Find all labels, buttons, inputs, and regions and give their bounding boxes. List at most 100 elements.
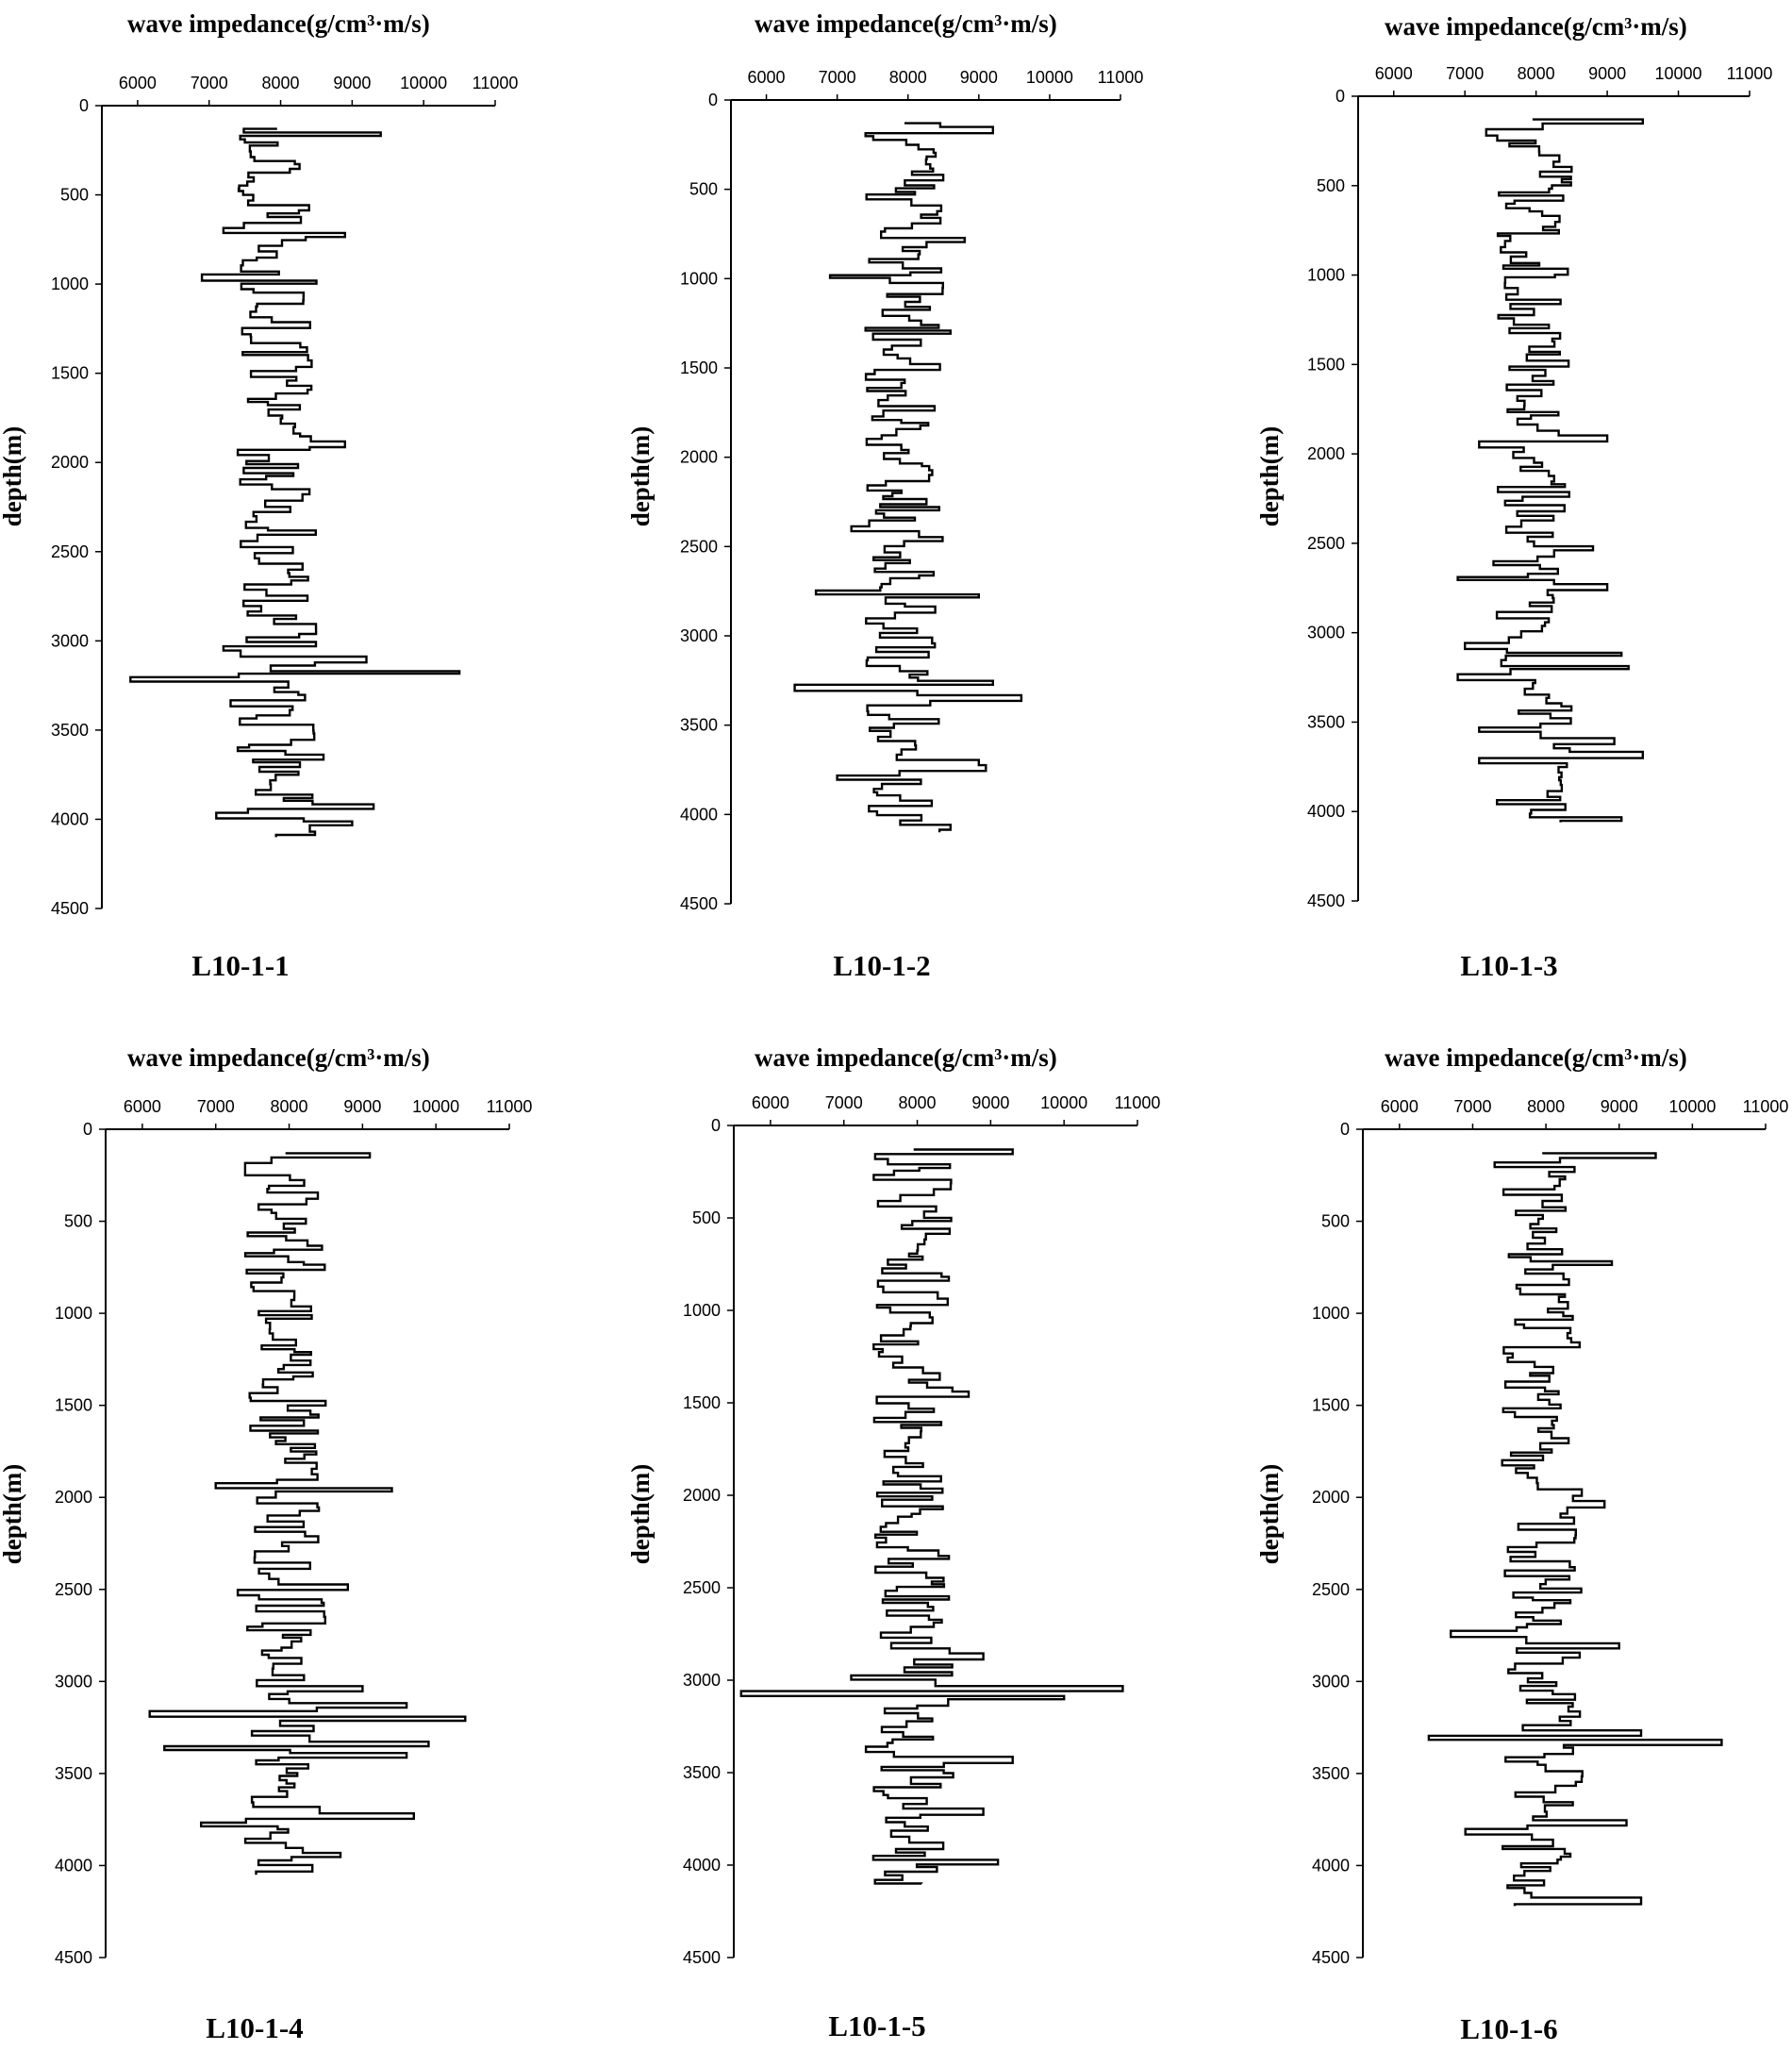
y-tick-label: 4500 bbox=[680, 894, 718, 913]
y-tick-label: 1000 bbox=[1312, 1304, 1350, 1323]
chart-panel-2: wave impedance(g/cm³·m/s) 6000 7000 8000 900… bbox=[626, 9, 1143, 982]
y-tick-label: 2500 bbox=[1312, 1580, 1350, 1599]
x-tick-label: 8000 bbox=[271, 1097, 308, 1116]
x-tick-label: 7000 bbox=[191, 74, 228, 92]
chart-panel-1: wave impedance(g/cm³·m/s) 6000 7000 8000 900… bbox=[0, 9, 518, 982]
y-tick-label: 4000 bbox=[680, 805, 718, 824]
y-axis-label: depth(m) bbox=[626, 1464, 655, 1565]
x-tick-label: 9000 bbox=[333, 74, 371, 92]
chart-title: wave impedance(g/cm³·m/s) bbox=[755, 9, 1057, 38]
y-tick-label: 3500 bbox=[55, 1764, 92, 1783]
y-tick-label: 4000 bbox=[55, 1856, 92, 1875]
x-tick-label: 6000 bbox=[124, 1097, 161, 1116]
impedance-trace bbox=[1427, 1152, 1723, 1907]
y-tick-label: 3500 bbox=[680, 716, 718, 735]
x-tick-label: 7000 bbox=[197, 1097, 235, 1116]
y-tick-label: 0 bbox=[708, 91, 718, 109]
x-tick-label: 11000 bbox=[473, 74, 519, 92]
x-tick-label: 10000 bbox=[1040, 1093, 1087, 1112]
y-tick-label: 1500 bbox=[1312, 1396, 1350, 1415]
y-tick-label: 4500 bbox=[55, 1948, 92, 1967]
y-tick-label: 0 bbox=[83, 1120, 92, 1139]
x-tick-label: 8000 bbox=[899, 1093, 937, 1112]
y-tick-label: 0 bbox=[1340, 1120, 1350, 1139]
y-tick-label: 4500 bbox=[683, 1948, 721, 1967]
x-tick-label: 9000 bbox=[960, 68, 998, 87]
x-tick-label: 6000 bbox=[752, 1093, 789, 1112]
impedance-trace bbox=[739, 1148, 1124, 1885]
y-axis-label: depth(m) bbox=[626, 426, 655, 527]
y-tick-label: 2000 bbox=[51, 453, 89, 472]
y-tick-label: 4000 bbox=[51, 809, 89, 828]
y-tick-label: 3000 bbox=[1307, 624, 1345, 642]
well-caption: L10-1-2 bbox=[833, 949, 930, 982]
y-tick-label: 2000 bbox=[55, 1488, 92, 1507]
y-tick-label: 2500 bbox=[683, 1578, 721, 1597]
y-tick-label: 4500 bbox=[1312, 1948, 1350, 1967]
x-tick-label: 8000 bbox=[889, 68, 927, 87]
y-tick-label: 3500 bbox=[1312, 1764, 1350, 1783]
y-axis-label: depth(m) bbox=[1255, 426, 1284, 527]
impedance-trace bbox=[793, 122, 1023, 833]
y-tick-label: 1500 bbox=[683, 1393, 721, 1412]
y-axis-label: depth(m) bbox=[0, 426, 26, 527]
y-tick-label: 4000 bbox=[683, 1856, 721, 1875]
y-tick-label: 3000 bbox=[55, 1672, 92, 1691]
y-axis-label: depth(m) bbox=[0, 1464, 26, 1565]
y-tick-label: 4000 bbox=[1307, 802, 1345, 821]
x-tick-label: 8000 bbox=[262, 74, 300, 92]
y-tick-label: 2000 bbox=[1312, 1488, 1350, 1507]
x-tick-label: 11000 bbox=[1098, 68, 1144, 87]
well-caption: L10-1-5 bbox=[828, 2009, 925, 2042]
chart-title: wave impedance(g/cm³·m/s) bbox=[755, 1043, 1057, 1072]
y-tick-label: 1500 bbox=[55, 1396, 92, 1415]
x-tick-label: 7000 bbox=[819, 68, 856, 87]
y-tick-label: 1000 bbox=[680, 269, 718, 288]
x-tick-label: 6000 bbox=[748, 68, 786, 87]
x-tick-label: 6000 bbox=[119, 74, 157, 92]
y-tick-label: 0 bbox=[1336, 87, 1345, 106]
x-tick-label: 7000 bbox=[1446, 64, 1484, 83]
y-tick-label: 1500 bbox=[680, 358, 718, 377]
y-tick-label: 3000 bbox=[51, 631, 89, 650]
y-tick-label: 4500 bbox=[1307, 892, 1345, 910]
y-tick-label: 3500 bbox=[51, 721, 89, 740]
y-tick-label: 4500 bbox=[51, 899, 89, 918]
y-axis-label: depth(m) bbox=[1255, 1464, 1284, 1565]
chart-title: wave impedance(g/cm³·m/s) bbox=[127, 9, 430, 38]
x-tick-label: 9000 bbox=[1601, 1097, 1638, 1116]
x-tick-label: 11000 bbox=[487, 1097, 533, 1116]
y-tick-label: 2000 bbox=[1307, 444, 1345, 463]
y-tick-label: 3000 bbox=[683, 1671, 721, 1690]
y-tick-label: 500 bbox=[64, 1212, 92, 1231]
y-tick-label: 2000 bbox=[680, 448, 718, 467]
well-caption: L10-1-6 bbox=[1460, 2012, 1557, 2045]
y-tick-label: 3500 bbox=[683, 1763, 721, 1782]
chart-panel-3: wave impedance(g/cm³·m/s) 6000 7000 8000 900… bbox=[1255, 12, 1772, 982]
y-tick-label: 500 bbox=[692, 1208, 721, 1227]
chart-panel-6: wave impedance(g/cm³·m/s) 6000 7000 8000 900… bbox=[1255, 1043, 1788, 2045]
x-tick-label: 9000 bbox=[1588, 64, 1626, 83]
x-tick-label: 7000 bbox=[1453, 1097, 1491, 1116]
x-tick-label: 11000 bbox=[1743, 1097, 1789, 1116]
impedance-trace bbox=[129, 127, 461, 838]
y-tick-label: 1000 bbox=[55, 1304, 92, 1323]
y-tick-label: 1500 bbox=[1307, 355, 1345, 374]
x-tick-label: 6000 bbox=[1375, 64, 1413, 83]
x-tick-label: 8000 bbox=[1527, 1097, 1565, 1116]
chart-panel-4: wave impedance(g/cm³·m/s) 6000 7000 8000 900… bbox=[0, 1043, 532, 2044]
well-caption: L10-1-3 bbox=[1460, 949, 1557, 982]
chart-panel-5: wave impedance(g/cm³·m/s) 6000 7000 8000 900… bbox=[626, 1043, 1160, 2042]
x-tick-label: 8000 bbox=[1518, 64, 1555, 83]
chart-title: wave impedance(g/cm³·m/s) bbox=[127, 1043, 430, 1072]
y-tick-label: 500 bbox=[1317, 176, 1345, 195]
x-tick-label: 10000 bbox=[400, 74, 447, 92]
chart-title: wave impedance(g/cm³·m/s) bbox=[1385, 1043, 1687, 1072]
y-tick-label: 1500 bbox=[51, 364, 89, 383]
x-tick-label: 9000 bbox=[343, 1097, 381, 1116]
y-tick-label: 2500 bbox=[55, 1580, 92, 1599]
y-tick-label: 1000 bbox=[51, 275, 89, 293]
well-caption: L10-1-4 bbox=[206, 2011, 303, 2044]
y-tick-label: 500 bbox=[1321, 1212, 1350, 1231]
